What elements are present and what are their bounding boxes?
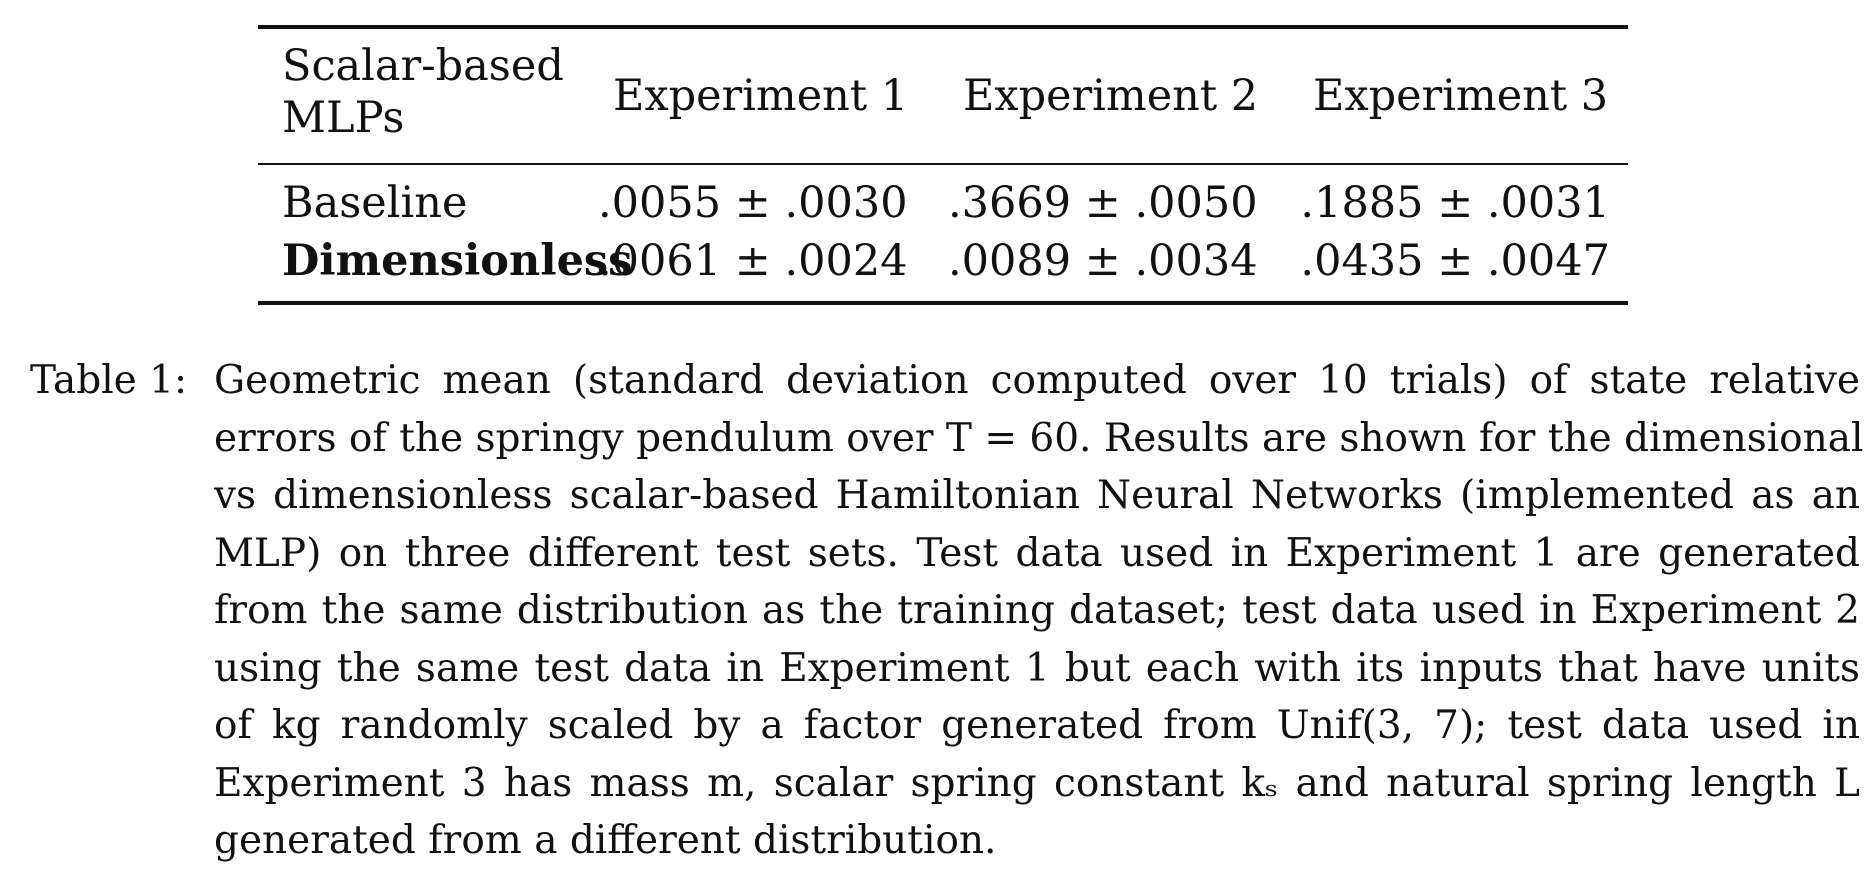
cell-baseline-exp3: .1885 ± .0031 <box>1300 178 1610 228</box>
row-label-dimensionless: Dimensionless <box>282 236 633 286</box>
caption-line: MLP) on three different test sets. Test … <box>214 530 1860 576</box>
header-model-line2: MLPs <box>282 93 405 143</box>
caption-line: errors of the springy pendulum over T = … <box>214 415 1864 461</box>
header-model-column: Scalar-based MLPs <box>282 40 564 144</box>
caption-line: Experiment 3 has mass m, scalar spring c… <box>214 760 1860 806</box>
cell-dimensionless-exp1: .0061 ± .0024 <box>598 236 908 286</box>
cell-dimensionless-exp3: .0435 ± .0047 <box>1300 236 1610 286</box>
caption-line: from the same distribution as the traini… <box>214 588 1860 633</box>
table-bottom-rule <box>258 301 1628 305</box>
results-table: Scalar-based MLPs Experiment 1 Experimen… <box>258 25 1628 305</box>
caption-label: Table 1: <box>30 358 188 403</box>
caption-body: Geometric mean (standard deviation compu… <box>214 352 1864 870</box>
table-top-rule <box>258 25 1628 29</box>
header-model-line1: Scalar-based <box>282 41 564 91</box>
caption-line: using the same test data in Experiment 1… <box>214 645 1860 691</box>
cell-baseline-exp2: .3669 ± .0050 <box>948 178 1258 228</box>
cell-baseline-exp1: .0055 ± .0030 <box>598 178 908 228</box>
header-experiment-2: Experiment 2 <box>963 71 1259 121</box>
caption-line: vs dimensionless scalar-based Hamiltonia… <box>214 473 1860 518</box>
row-label-baseline: Baseline <box>282 178 468 228</box>
caption-line: of kg randomly scaled by a factor genera… <box>214 703 1860 748</box>
cell-dimensionless-exp2: .0089 ± .0034 <box>948 236 1258 286</box>
table-header-rule <box>258 163 1628 165</box>
header-experiment-1: Experiment 1 <box>613 71 909 121</box>
caption-line: generated from a different distribution. <box>214 818 997 863</box>
caption-line: Geometric mean (standard deviation compu… <box>214 358 1860 403</box>
header-experiment-3: Experiment 3 <box>1313 71 1609 121</box>
